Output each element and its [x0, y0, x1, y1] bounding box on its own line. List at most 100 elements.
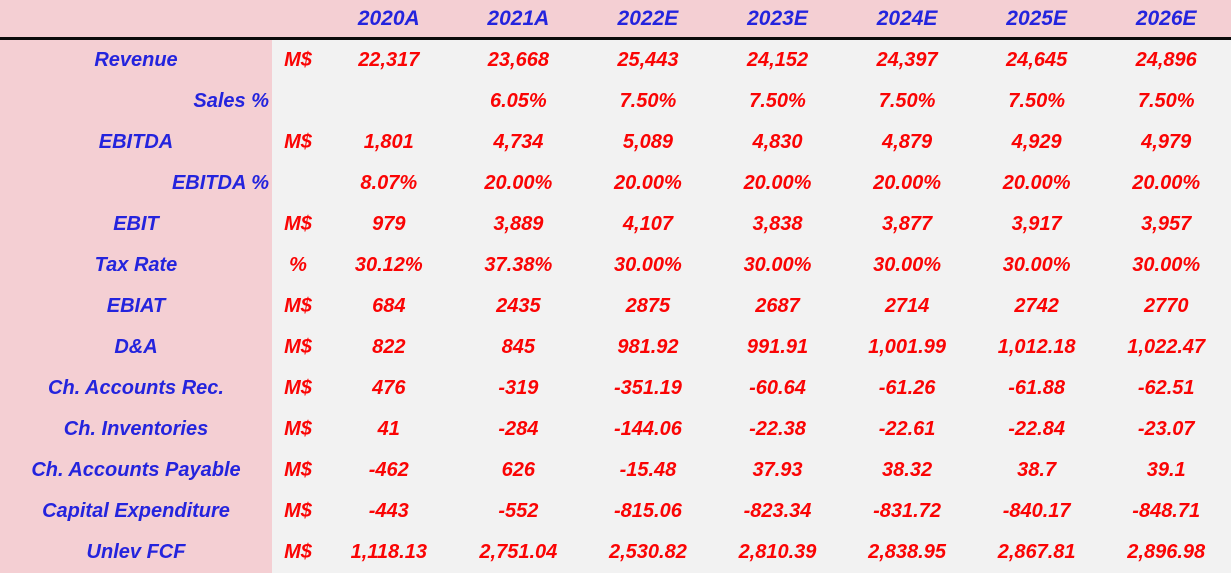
cell-ch-inventories-2025e: -22.84 [1008, 418, 1065, 440]
row-label-ebit: EBIT [0, 204, 272, 245]
cell-d-a-2025e: 1,012.18 [997, 336, 1076, 358]
cell-revenue-2023e: 24,152 [746, 49, 809, 71]
cell-capital-expenditure-2022e: -815.06 [614, 500, 682, 522]
cell-tax-rate-2024e: 30.00% [873, 254, 941, 276]
row-unit-ebitda: M$ [284, 131, 312, 153]
row-label-ch-inventories: Ch. Inventories [0, 409, 272, 450]
table-row-ebit: EBIT M$ 979 3,889 4,107 3,838 3,877 3,917 3,957 [0, 204, 1231, 245]
row-unit-ebitda [272, 163, 324, 204]
row-label-unlev-fcf: Unlev FCF [0, 532, 272, 573]
table-row-ebitda: EBITDA M$ 1,801 4,734 5,089 4,830 4,879 4,929 4,… [0, 122, 1231, 163]
table-header-row: 2020A 2021A 2022E 2023E 2024E 2025E 2026E [0, 0, 1231, 40]
cell-ebiat-2023e: 2687 [755, 295, 800, 317]
cell-ebit-2023e: 3,838 [752, 213, 803, 235]
column-header-2023e: 2023E [747, 6, 808, 30]
cell-sales-2020a [324, 81, 454, 122]
cell-ebitda-2026e: 4,979 [1141, 131, 1192, 153]
row-label-ebitda: EBITDA [0, 122, 272, 163]
cell-ebit-2021a: 3,889 [493, 213, 544, 235]
cell-tax-rate-2025e: 30.00% [1002, 254, 1071, 276]
column-header-2022e: 2022E [617, 6, 679, 30]
column-header-2024e: 2024E [876, 6, 938, 30]
cell-d-a-2022e: 981.92 [617, 336, 679, 358]
row-unit-unlev-fcf: M$ [284, 541, 312, 563]
table-row-sales: Sales % 6.05% 7.50% 7.50% 7.50% 7.50% 7.50% [0, 81, 1231, 122]
cell-capital-expenditure-2020a: -443 [368, 500, 409, 522]
table-row-ebiat: EBIAT M$ 684 2435 2875 2687 2714 2742 2770 [0, 286, 1231, 327]
column-header-2026e: 2026E [1135, 6, 1197, 30]
cell-ebiat-2021a: 2435 [496, 295, 541, 317]
cell-ebitda-2022e: 20.00% [614, 172, 682, 194]
cell-ch-inventories-2026e: -23.07 [1137, 418, 1195, 440]
cell-ebitda-2026e: 20.00% [1132, 172, 1201, 194]
cell-sales-2025e: 7.50% [1008, 90, 1065, 112]
cell-ch-accounts-rec-2025e: -61.88 [1008, 377, 1065, 399]
cell-revenue-2021a: 23,668 [487, 49, 549, 71]
cell-tax-rate-2023e: 30.00% [743, 254, 812, 276]
row-label-sales: Sales % [0, 81, 272, 122]
table-row-revenue: Revenue M$ 22,317 23,668 25,443 24,152 24,397 2… [0, 40, 1231, 81]
header-empty-label-cell [0, 0, 272, 37]
cell-revenue-2025e: 24,645 [1006, 49, 1068, 71]
cell-unlev-fcf-2025e: 2,867.81 [997, 541, 1076, 563]
cell-ch-accounts-rec-2020a: 476 [372, 377, 406, 399]
cell-ebiat-2025e: 2742 [1014, 295, 1059, 317]
row-label-revenue: Revenue [0, 40, 272, 81]
table-row-capital-expenditure: Capital Expenditure M$ -443 -552 -815.06 -823… [0, 491, 1231, 532]
cell-ebitda-2024e: 20.00% [873, 172, 941, 194]
row-unit-tax-rate: % [289, 254, 307, 276]
row-unit-revenue: M$ [284, 49, 312, 71]
cell-ebitda-2020a: 8.07% [360, 172, 418, 194]
cell-sales-2021a: 6.05% [489, 90, 547, 112]
cell-capital-expenditure-2026e: -848.71 [1132, 500, 1201, 522]
cell-ebit-2020a: 979 [372, 213, 406, 235]
row-label-d-a: D&A [0, 327, 272, 368]
cell-ch-inventories-2022e: -144.06 [614, 418, 682, 440]
row-unit-capital-expenditure: M$ [284, 500, 312, 522]
cell-capital-expenditure-2024e: -831.72 [873, 500, 941, 522]
cell-revenue-2020a: 22,317 [358, 49, 420, 71]
table-row-ebitda: EBITDA % 8.07% 20.00% 20.00% 20.00% 20.00% 20.… [0, 163, 1231, 204]
row-label-ch-accounts-rec: Ch. Accounts Rec. [0, 368, 272, 409]
header-empty-unit-cell [272, 0, 324, 37]
row-unit-ebit: M$ [284, 213, 312, 235]
row-label-ebiat: EBIAT [0, 286, 272, 327]
cell-tax-rate-2022e: 30.00% [614, 254, 682, 276]
cell-sales-2024e: 7.50% [878, 90, 936, 112]
column-header-2020a: 2020A [357, 6, 420, 30]
row-unit-ch-accounts-payable: M$ [284, 459, 312, 481]
cell-ch-accounts-payable-2020a: -462 [368, 459, 409, 481]
row-unit-d-a: M$ [284, 336, 312, 358]
row-unit-ebiat: M$ [284, 295, 312, 317]
cell-d-a-2023e: 991.91 [746, 336, 809, 358]
cell-unlev-fcf-2026e: 2,896.98 [1127, 541, 1206, 563]
table-row-ch-accounts-rec: Ch. Accounts Rec. M$ 476 -319 -351.19 -60.64 -… [0, 368, 1231, 409]
cell-ch-accounts-rec-2023e: -60.64 [749, 377, 806, 399]
cell-d-a-2024e: 1,001.99 [868, 336, 946, 358]
cell-ch-inventories-2021a: -284 [498, 418, 539, 440]
cell-tax-rate-2020a: 30.12% [354, 254, 423, 276]
cell-unlev-fcf-2021a: 2,751.04 [479, 541, 558, 563]
cell-tax-rate-2026e: 30.00% [1132, 254, 1201, 276]
cell-ebitda-2023e: 20.00% [743, 172, 812, 194]
row-unit-ch-accounts-rec: M$ [284, 377, 312, 399]
cell-ch-accounts-payable-2025e: 38.7 [1017, 459, 1057, 481]
cell-ebitda-2025e: 20.00% [1002, 172, 1071, 194]
row-label-ebitda: EBITDA % [0, 163, 272, 204]
cell-revenue-2022e: 25,443 [617, 49, 679, 71]
table-row-tax-rate: Tax Rate% 30.12% 37.38% 30.00% 30.00% 30.00% 3… [0, 245, 1231, 286]
cell-ebit-2025e: 3,917 [1011, 213, 1062, 235]
cell-ebitda-2022e: 5,089 [622, 131, 673, 153]
cell-ch-accounts-payable-2021a: 626 [501, 459, 536, 481]
cell-ch-accounts-rec-2026e: -62.51 [1137, 377, 1195, 399]
cell-ch-accounts-payable-2023e: 37.93 [752, 459, 803, 481]
cell-d-a-2021a: 845 [501, 336, 536, 358]
cell-sales-2023e: 7.50% [749, 90, 806, 112]
column-header-2025e: 2025E [1006, 6, 1067, 30]
cell-ch-accounts-rec-2024e: -61.26 [878, 377, 936, 399]
row-label-tax-rate: Tax Rate [0, 245, 272, 286]
cell-ch-accounts-payable-2022e: -15.48 [619, 459, 677, 481]
cell-ch-accounts-rec-2021a: -319 [498, 377, 539, 399]
cell-ch-accounts-payable-2024e: 38.32 [882, 459, 933, 481]
